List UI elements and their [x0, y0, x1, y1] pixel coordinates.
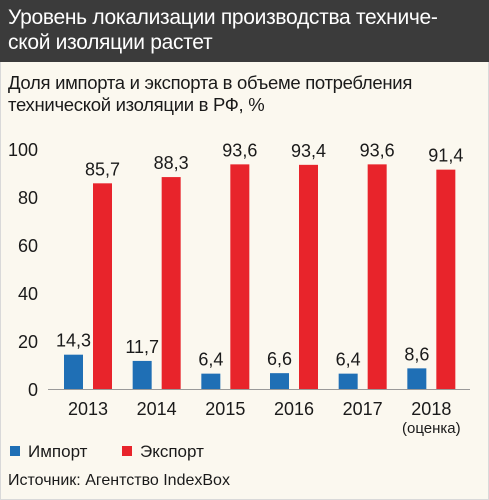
bar-import: [201, 373, 221, 389]
bar-export: [161, 177, 181, 389]
bar-import: [270, 373, 289, 389]
legend-swatch-import: [10, 446, 20, 456]
bar-chart: 0 20 40 60 80 100 14,3 85,7 2013 11,7 88,3 2014 6,4 9…: [8, 140, 470, 461]
legend-swatch-export: [122, 446, 132, 456]
data-label-export: 91,4: [428, 146, 463, 166]
data-label-export: 93,4: [291, 141, 326, 161]
data-label-export: 88,3: [154, 153, 189, 173]
legend-label-import: Импорт: [28, 442, 88, 461]
y-tick-label: 80: [18, 188, 38, 208]
y-tick-label: 20: [18, 332, 38, 352]
x-tick-note: (оценка): [402, 420, 461, 437]
bar-import: [407, 368, 427, 389]
data-label-import: 14,3: [56, 331, 91, 351]
y-tick-label: 0: [28, 380, 38, 400]
data-label-export: 93,6: [360, 140, 395, 160]
data-label-import: 8,6: [404, 344, 429, 364]
x-tick-label: 2016: [274, 399, 314, 419]
bar-export: [93, 183, 112, 389]
header-bar: Уровень локализации производства техниче…: [0, 0, 489, 62]
bar-import: [132, 360, 152, 389]
x-tick-label: 2014: [137, 399, 177, 419]
x-tick-label: 2013: [68, 399, 108, 419]
data-label-export: 93,6: [222, 140, 257, 160]
data-label-import: 6,4: [336, 350, 361, 370]
bar-export: [436, 169, 456, 389]
source-note: Источник: Агентство IndexBox: [8, 472, 230, 489]
legend-label-export: Экспорт: [140, 442, 204, 461]
data-label-import: 6,6: [267, 349, 292, 369]
bar-import: [64, 354, 83, 389]
bar-import: [338, 373, 358, 389]
x-tick-label: 2017: [343, 399, 383, 419]
data-label-import: 11,7: [125, 337, 159, 357]
y-tick-label: 60: [18, 236, 38, 256]
y-tick-label: 100: [8, 140, 38, 160]
bar-export: [299, 164, 318, 389]
data-label-import: 6,4: [198, 350, 223, 370]
page-title: Уровень локализации производства техниче…: [8, 6, 438, 54]
data-label-export: 85,7: [85, 159, 120, 179]
bar-export: [367, 164, 387, 389]
x-tick-label: 2018: [411, 399, 451, 419]
chart-subtitle: Доля импорта и экспорта в объеме потребл…: [8, 72, 413, 115]
bar-export: [230, 164, 250, 389]
y-tick-label: 40: [18, 284, 38, 304]
x-tick-label: 2015: [205, 399, 245, 419]
